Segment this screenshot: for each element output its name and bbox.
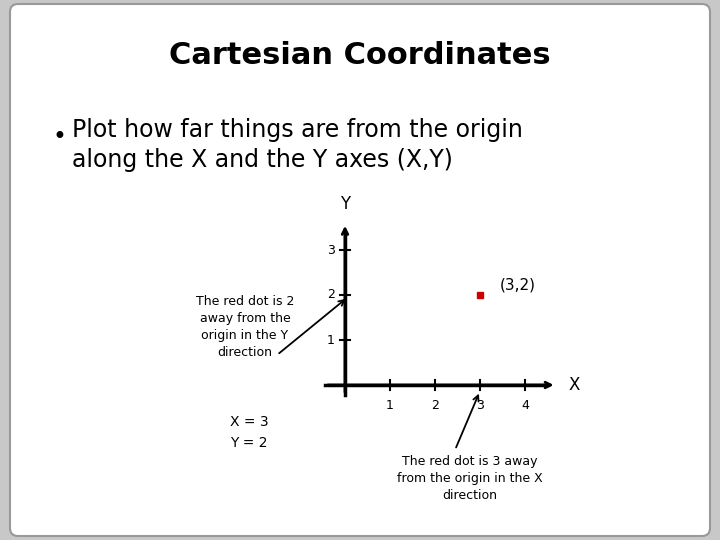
Text: 1: 1	[386, 399, 394, 412]
Text: X = 3
Y = 2: X = 3 Y = 2	[230, 415, 269, 450]
Text: The red dot is 3 away
from the origin in the X
direction: The red dot is 3 away from the origin in…	[397, 455, 543, 502]
Text: (3,2): (3,2)	[500, 277, 536, 292]
Text: Cartesian Coordinates: Cartesian Coordinates	[169, 40, 551, 70]
Text: 2: 2	[327, 288, 335, 301]
FancyBboxPatch shape	[10, 4, 710, 536]
Text: The red dot is 2
away from the
origin in the Y
direction: The red dot is 2 away from the origin in…	[196, 295, 294, 359]
Text: along the X and the Y axes (X,Y): along the X and the Y axes (X,Y)	[72, 148, 453, 172]
Text: •: •	[52, 125, 66, 149]
Text: 1: 1	[327, 334, 335, 347]
Text: X: X	[569, 376, 580, 394]
Text: 2: 2	[431, 399, 439, 412]
Text: Plot how far things are from the origin: Plot how far things are from the origin	[72, 118, 523, 142]
Text: Y: Y	[340, 195, 350, 213]
Text: 3: 3	[476, 399, 484, 412]
Text: 4: 4	[521, 399, 529, 412]
Text: 3: 3	[327, 244, 335, 256]
